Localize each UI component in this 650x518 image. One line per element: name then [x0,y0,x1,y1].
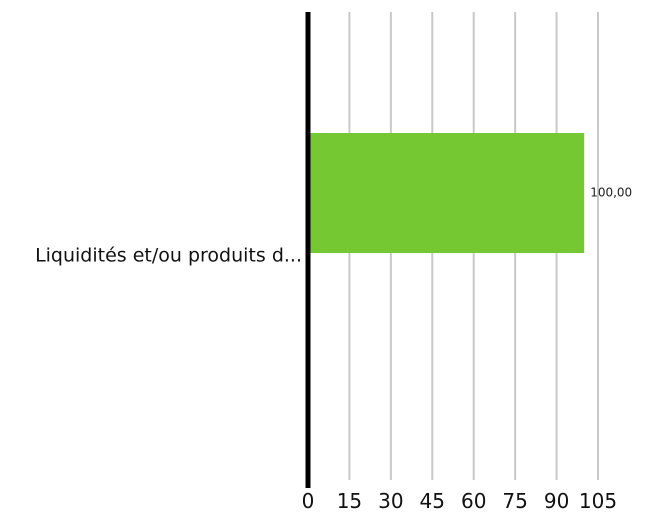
x-tick-labels: 0 15 30 45 60 75 90 105 [302,489,617,513]
x-tick-label-30: 30 [378,489,403,513]
x-tick-label-75: 75 [502,489,527,513]
x-tick-label-60: 60 [461,489,486,513]
category-labels: Liquidités et/ou produits d... [35,245,302,267]
data-labels: 100,00 [590,186,632,200]
data-label-0: 100,00 [590,186,632,200]
x-tick-label-105: 105 [579,489,617,513]
x-tick-label-0: 0 [302,489,315,513]
x-tick-label-90: 90 [544,489,569,513]
bars [308,133,585,253]
x-tick-label-15: 15 [337,489,362,513]
category-label-0: Liquidités et/ou produits d... [35,245,302,267]
bar-0 [308,133,585,253]
x-tick-label-45: 45 [420,489,445,513]
